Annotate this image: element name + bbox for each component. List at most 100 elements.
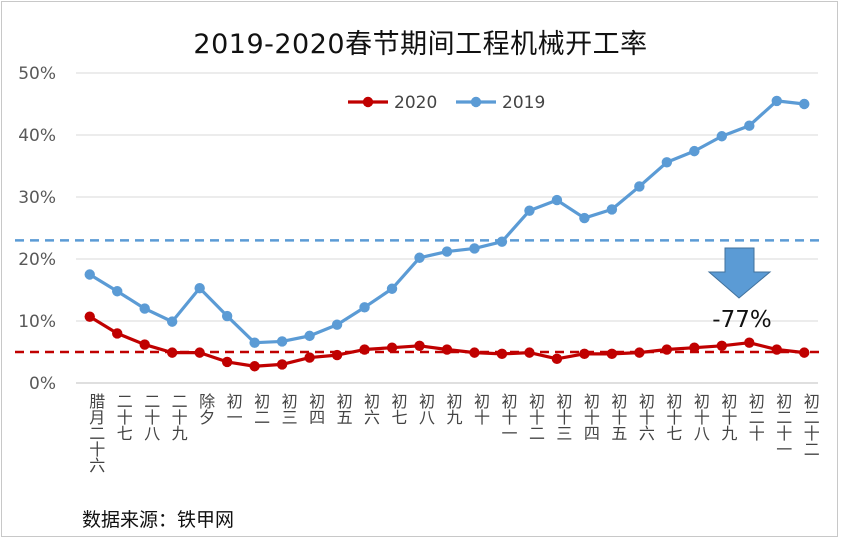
data-point-2019 <box>661 157 673 168</box>
x-category-label: 初十六 <box>636 393 655 441</box>
data-point-2019 <box>496 236 508 247</box>
data-point-2019 <box>579 212 590 224</box>
data-point-2019 <box>606 204 618 215</box>
data-point-2020 <box>524 347 535 358</box>
x-category-label: 初八 <box>416 393 435 425</box>
data-point-2020 <box>496 348 508 360</box>
data-point-2020 <box>606 348 618 360</box>
data-point-2020 <box>744 337 755 348</box>
data-point-2019 <box>441 246 453 257</box>
x-category-label: 二十八 <box>141 393 160 441</box>
series-lines <box>84 95 810 372</box>
data-point-2020 <box>221 356 233 368</box>
y-tick-label: 30% <box>18 188 56 208</box>
data-point-2019 <box>139 303 150 314</box>
x-axis-labels: 腊月二十六 二十七 二十八 二十九 除夕 初一 初二 初三 初四 初五 初六 初七 初八 初九 初十 初十一初… <box>86 393 820 473</box>
x-category-label: 初十四 <box>581 393 600 441</box>
chart-title: 2019-2020春节期间工程机械开工率 <box>193 29 648 60</box>
x-category-label: 初六 <box>361 393 380 425</box>
legend-marker-2020 <box>362 96 374 108</box>
data-point-2020 <box>386 342 398 353</box>
data-point-2019 <box>249 337 260 348</box>
data-point-2019 <box>414 252 425 263</box>
data-point-2019 <box>689 145 700 157</box>
legend-label-2020: 2020 <box>394 93 437 113</box>
data-point-2019 <box>551 194 563 206</box>
data-point-2019 <box>716 131 728 142</box>
x-category-label: 初七 <box>389 393 408 425</box>
y-tick-label: 50% <box>18 64 56 84</box>
x-category-label: 初十二 <box>526 393 545 441</box>
y-tick-label: 0% <box>29 374 56 394</box>
data-point-2020 <box>139 339 150 350</box>
data-point-2020 <box>441 344 453 355</box>
data-point-2020 <box>469 347 480 358</box>
data-point-2019 <box>359 302 370 313</box>
x-category-label: 初二十二 <box>801 393 820 457</box>
data-point-2019 <box>112 286 123 297</box>
x-category-label: 初四 <box>306 393 325 425</box>
data-point-2020 <box>579 348 590 360</box>
x-category-label: 腊月二十六 <box>86 393 105 473</box>
data-point-2019 <box>386 283 398 294</box>
data-point-2019 <box>84 269 95 280</box>
data-point-2020 <box>84 311 95 322</box>
y-axis-ticks: 0% 10% 20% 30% 40% 50% <box>18 64 56 394</box>
legend-label-2019: 2019 <box>502 93 545 113</box>
data-point-2020 <box>799 347 810 358</box>
x-category-label: 初一 <box>224 393 243 425</box>
x-category-label: 初十九 <box>718 393 737 441</box>
data-point-2020 <box>166 347 178 358</box>
data-point-2019 <box>799 98 810 110</box>
data-point-2020 <box>716 340 728 351</box>
data-point-2019 <box>634 181 645 192</box>
x-category-label: 初五 <box>334 393 353 425</box>
x-category-label: 初十一 <box>498 393 517 441</box>
data-point-2019 <box>744 120 755 131</box>
data-point-2020 <box>689 342 700 353</box>
x-category-label: 初二十一 <box>773 393 792 457</box>
x-category-label: 二十九 <box>169 393 188 441</box>
data-point-2020 <box>359 344 370 355</box>
data-point-2020 <box>331 349 343 361</box>
data-point-2020 <box>276 359 288 370</box>
legend: 2020 2019 <box>348 93 545 113</box>
y-tick-label: 20% <box>18 250 56 270</box>
data-point-2020 <box>634 347 645 358</box>
data-point-2020 <box>414 340 425 351</box>
data-point-2019 <box>771 95 782 107</box>
x-category-label: 初三 <box>279 393 298 425</box>
down-arrow-icon <box>707 247 772 299</box>
data-point-2020 <box>249 361 260 372</box>
x-category-label: 初二十 <box>746 393 765 441</box>
annotation-label: -77% <box>712 307 771 333</box>
data-source-note: 数据来源：铁甲网 <box>82 509 235 531</box>
x-category-label: 初十八 <box>691 393 710 441</box>
x-category-label: 二十七 <box>114 393 133 441</box>
data-point-2019 <box>276 336 288 347</box>
x-category-label: 初十三 <box>553 393 572 441</box>
data-point-2020 <box>771 344 782 355</box>
gridlines <box>76 72 818 322</box>
data-point-2019 <box>524 205 535 216</box>
data-point-2019 <box>166 316 178 327</box>
data-point-2020 <box>661 344 673 355</box>
x-category-label: 初十七 <box>663 393 682 441</box>
x-category-label: 除夕 <box>196 393 215 425</box>
x-category-label: 初十 <box>471 393 490 425</box>
series-line-2019 <box>88 99 805 345</box>
x-category-label: 初九 <box>444 393 463 425</box>
data-point-2020 <box>551 353 563 365</box>
data-point-2019 <box>194 282 205 294</box>
y-tick-label: 40% <box>18 126 56 146</box>
data-point-2020 <box>194 347 205 358</box>
data-point-2019 <box>304 330 315 342</box>
x-category-label: 初二 <box>251 393 270 425</box>
data-point-2019 <box>221 310 233 322</box>
data-point-2019 <box>331 319 343 330</box>
legend-marker-2019 <box>470 96 482 108</box>
data-point-2020 <box>304 352 315 363</box>
data-point-2020 <box>112 328 123 339</box>
annotation: -77% <box>707 247 772 333</box>
